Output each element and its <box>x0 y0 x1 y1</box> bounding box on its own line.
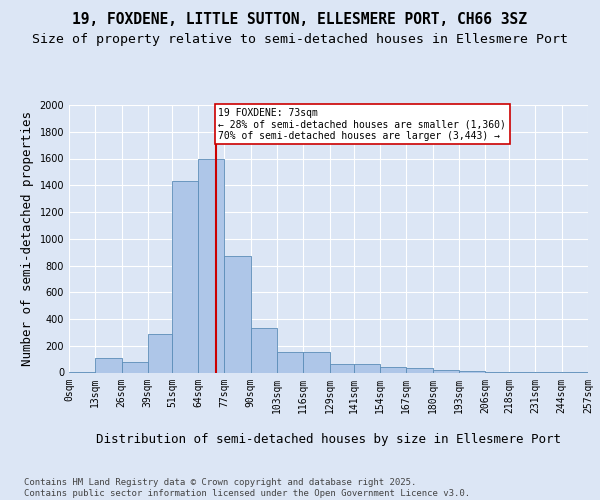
Bar <box>251 328 277 372</box>
Bar <box>354 364 380 372</box>
Bar <box>148 334 172 372</box>
Text: Contains HM Land Registry data © Crown copyright and database right 2025.
Contai: Contains HM Land Registry data © Crown c… <box>24 478 470 498</box>
Y-axis label: Number of semi-detached properties: Number of semi-detached properties <box>21 112 34 366</box>
Bar <box>95 358 122 372</box>
Bar <box>122 362 148 372</box>
Text: Distribution of semi-detached houses by size in Ellesmere Port: Distribution of semi-detached houses by … <box>97 432 562 446</box>
Bar <box>459 371 485 372</box>
Bar <box>224 256 251 372</box>
Bar <box>172 181 198 372</box>
Text: 19 FOXDENE: 73sqm
← 28% of semi-detached houses are smaller (1,360)
70% of semi-: 19 FOXDENE: 73sqm ← 28% of semi-detached… <box>218 108 506 141</box>
Bar <box>380 367 406 372</box>
Bar <box>329 364 354 372</box>
Text: Size of property relative to semi-detached houses in Ellesmere Port: Size of property relative to semi-detach… <box>32 32 568 46</box>
Text: 19, FOXDENE, LITTLE SUTTON, ELLESMERE PORT, CH66 3SZ: 19, FOXDENE, LITTLE SUTTON, ELLESMERE PO… <box>73 12 527 28</box>
Bar <box>406 368 433 372</box>
Bar <box>198 158 224 372</box>
Bar <box>433 370 459 372</box>
Bar <box>277 352 303 372</box>
Bar <box>303 352 329 372</box>
